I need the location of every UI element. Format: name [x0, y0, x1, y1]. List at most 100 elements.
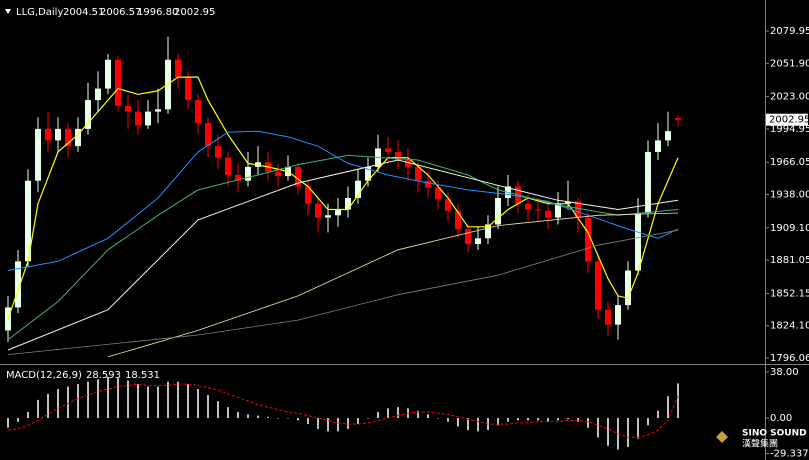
- y-tick-label: 2051.90: [770, 58, 809, 69]
- candle-body: [665, 131, 671, 141]
- candle-body: [125, 105, 131, 112]
- macd-bar: [447, 418, 449, 422]
- macd-bar: [137, 384, 139, 419]
- logo-icon: [716, 431, 728, 443]
- macd-bar: [647, 418, 649, 426]
- candle-body: [635, 212, 641, 271]
- candle-body: [565, 201, 571, 204]
- candle-body: [425, 180, 431, 188]
- macd-bar: [187, 384, 189, 419]
- macd-panel: [7, 376, 679, 450]
- macd-bar: [247, 414, 249, 419]
- macd-bar: [497, 418, 499, 426]
- macd-tick-label: 38.00: [770, 367, 799, 378]
- candle-body: [605, 309, 611, 325]
- macd-bar: [437, 418, 439, 419]
- macd-bar: [537, 418, 539, 421]
- candle-body: [205, 123, 211, 147]
- candle-body: [95, 88, 101, 101]
- macd-bar: [587, 418, 589, 428]
- macd-bar: [267, 416, 269, 419]
- macd-bar: [177, 381, 179, 419]
- macd-value: 28.593: [86, 370, 121, 381]
- macd-bar: [217, 401, 219, 419]
- macd-bar: [347, 418, 349, 429]
- candle-body: [385, 148, 391, 152]
- moving-average: [107, 212, 679, 358]
- candle-body: [15, 261, 21, 308]
- candle-body: [325, 215, 331, 218]
- candle-body: [645, 151, 651, 213]
- candle-body: [295, 166, 301, 187]
- candle-body: [65, 128, 71, 147]
- y-tick-label: 1909.10: [770, 223, 809, 234]
- candle-body: [335, 209, 341, 216]
- macd-bar: [357, 418, 359, 425]
- candle-body: [185, 77, 191, 101]
- macd-bar: [367, 418, 369, 419]
- macd-bar: [117, 378, 119, 419]
- macd-bar: [37, 399, 39, 419]
- macd-bar: [667, 396, 669, 419]
- macd-bar: [47, 393, 49, 419]
- macd-bar: [477, 418, 479, 432]
- candle-body: [245, 166, 251, 181]
- candle-body: [475, 238, 481, 245]
- moving-average: [7, 76, 679, 320]
- macd-bar: [7, 418, 9, 428]
- macd-bar: [127, 380, 129, 419]
- logo-name: SINO SOUND: [742, 429, 807, 439]
- macd-bar: [467, 418, 469, 431]
- macd-bar: [557, 418, 559, 421]
- y-tick-label: 2023.00: [770, 92, 809, 103]
- macd-bar: [337, 418, 339, 432]
- macd-bar: [207, 395, 209, 419]
- candle-body: [155, 109, 161, 112]
- macd-bar: [327, 418, 329, 432]
- low-label: 1996.80: [137, 7, 178, 18]
- candle-body: [675, 117, 681, 120]
- candle-body: [45, 128, 51, 141]
- y-tick-label: 1881.05: [770, 255, 809, 266]
- macd-bar: [677, 383, 679, 419]
- price-panel: [5, 36, 681, 358]
- macd-bar: [307, 418, 309, 425]
- macd-bar: [57, 388, 59, 419]
- macd-tick-label: -29.337: [770, 449, 809, 460]
- macd-bar: [197, 388, 199, 419]
- candle-body: [105, 59, 111, 89]
- candle-body: [395, 151, 401, 160]
- macd-signal: [7, 383, 679, 438]
- candle-body: [85, 100, 91, 129]
- macd-bar: [577, 418, 579, 422]
- candle-body: [525, 203, 531, 210]
- macd-name: MACD(12,26,9): [6, 370, 82, 381]
- macd-bar: [637, 418, 639, 439]
- candle-body: [345, 197, 351, 210]
- candle-body: [485, 224, 491, 239]
- candle-body: [315, 203, 321, 218]
- macd-bar: [77, 384, 79, 419]
- candle-body: [655, 140, 661, 152]
- symbol: LLG,Daily: [16, 7, 63, 18]
- candle-body: [355, 180, 361, 198]
- macd-tick-label: 0.00: [770, 413, 792, 424]
- candle-body: [235, 174, 241, 181]
- moving-average: [7, 159, 679, 351]
- macd-bar: [397, 407, 399, 419]
- candle-body: [75, 128, 81, 147]
- macd-bar: [257, 415, 259, 419]
- candle-body: [135, 111, 141, 126]
- candle-body: [5, 307, 11, 331]
- macd-bar: [237, 411, 239, 419]
- candle-body: [415, 166, 421, 181]
- macd-bar: [97, 379, 99, 419]
- macd-bar: [597, 418, 599, 438]
- macd-bar: [277, 418, 279, 419]
- macd-bar: [657, 410, 659, 419]
- candle-body: [305, 186, 311, 204]
- macd-bar: [157, 386, 159, 419]
- macd-bar: [147, 386, 149, 419]
- macd-bar: [17, 418, 19, 422]
